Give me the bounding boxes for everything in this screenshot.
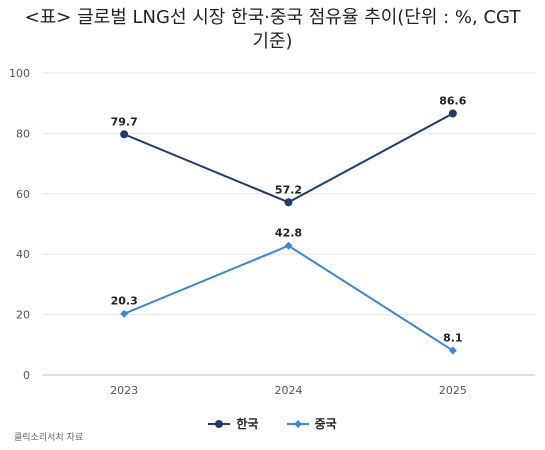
data-point	[120, 309, 129, 318]
legend-label-korea: 한국	[236, 417, 259, 431]
source-note: 클릭소리서치 자료	[14, 433, 84, 443]
legend: 한국 중국	[0, 415, 545, 432]
line-chart: 0 20 40 60 80 100 2023 2024 2025 79.7 57.2 86.6 20.3…	[9, 67, 535, 397]
y-tick-label: 60	[16, 188, 30, 201]
x-tick-label: 2025	[439, 384, 467, 397]
series-line-china	[123, 244, 454, 352]
y-tick-label: 20	[16, 309, 30, 322]
y-tick-label: 0	[23, 369, 30, 382]
data-label: 57.2	[275, 183, 302, 196]
data-point	[284, 198, 293, 207]
legend-label-china: 중국	[314, 417, 337, 431]
legend-marker-china	[286, 419, 309, 428]
chart-title-line-1: <표> 글로벌 LNG선 시장 한국·중국 점유율 추이(단위 : %, CGT	[24, 7, 521, 28]
y-tick-label: 100	[9, 67, 30, 80]
legend-marker-korea	[208, 419, 231, 428]
chart-title-line-2: 기준)	[252, 31, 293, 52]
y-tick-label: 80	[16, 127, 30, 140]
x-tick-label: 2024	[275, 384, 303, 397]
data-point	[120, 130, 129, 139]
y-tick-label: 40	[16, 248, 30, 261]
data-point	[448, 346, 457, 355]
data-label: 8.1	[443, 332, 463, 345]
data-label: 86.6	[439, 94, 466, 107]
data-label: 79.7	[111, 115, 138, 128]
data-label: 20.3	[111, 295, 138, 308]
legend-item-china: 중국	[286, 415, 337, 432]
x-tick-label: 2023	[110, 384, 138, 397]
legend-item-korea: 한국	[208, 415, 258, 432]
data-point	[284, 241, 293, 250]
data-point	[448, 109, 457, 118]
data-label: 42.8	[275, 227, 302, 240]
chart-title: <표> 글로벌 LNG선 시장 한국·중국 점유율 추이(단위 : %, CGT…	[0, 6, 545, 54]
